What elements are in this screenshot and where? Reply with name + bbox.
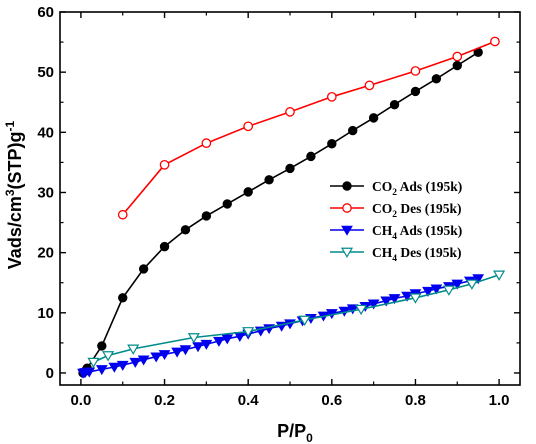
data-point — [87, 357, 100, 369]
data-point — [493, 270, 506, 281]
x-tick-label: 0.8 — [405, 392, 426, 409]
data-point — [490, 36, 500, 47]
data-point — [298, 315, 311, 326]
data-point — [465, 279, 478, 290]
data-point — [442, 285, 455, 296]
data-point — [192, 342, 204, 353]
data-point — [127, 344, 140, 355]
data-point — [200, 339, 213, 350]
legend: CO2 Ads (195k) CO2 Des (195k) CH4 Ads (195… — [330, 179, 462, 264]
y-tick-label: 40 — [37, 124, 54, 141]
x-tick-label: 0.2 — [154, 392, 175, 409]
series-layer — [77, 36, 506, 379]
data-point — [213, 336, 225, 347]
data-point — [117, 209, 128, 220]
legend-label: CH4 Des (195k) — [372, 245, 462, 264]
data-point — [452, 51, 463, 62]
data-point — [242, 327, 255, 338]
data-point — [285, 163, 295, 174]
legend-item: CO2 Ads (195k) — [330, 179, 462, 198]
legend-label: CH4 Ads (195k) — [372, 223, 462, 242]
legend-item: CH4 Ads (195k) — [330, 223, 462, 242]
data-point — [180, 225, 191, 235]
data-point — [159, 159, 170, 170]
data-point — [409, 293, 422, 304]
data-point — [348, 125, 358, 136]
data-point — [430, 284, 443, 295]
data-point — [95, 365, 108, 376]
data-point — [221, 334, 234, 345]
data-point — [150, 352, 163, 363]
legend-marker — [342, 181, 352, 191]
series-line — [82, 51, 479, 374]
y-tick-label: 20 — [37, 245, 54, 262]
data-point — [243, 121, 254, 132]
y-tick-label: 50 — [37, 64, 54, 81]
x-tick-label: 0.0 — [70, 392, 91, 409]
data-point — [472, 274, 485, 285]
data-point — [201, 211, 212, 221]
legend-marker — [341, 225, 353, 236]
legend-label: CO2 Ads (195k) — [372, 179, 462, 198]
legend-label: CO2 Des (195k) — [372, 201, 462, 220]
data-point — [452, 60, 462, 71]
data-point — [367, 299, 380, 310]
data-point — [422, 286, 434, 297]
data-point — [264, 175, 274, 185]
data-point — [380, 296, 393, 307]
data-point — [137, 355, 150, 366]
data-point — [327, 139, 337, 149]
data-point — [306, 151, 316, 162]
data-point — [171, 347, 183, 358]
data-point — [355, 304, 368, 316]
data-point — [138, 264, 149, 274]
series-line — [122, 40, 496, 216]
data-point — [102, 351, 115, 362]
data-point — [388, 294, 401, 305]
data-point — [179, 345, 192, 356]
x-tick-label: 0.4 — [238, 392, 260, 409]
data-point — [401, 291, 413, 302]
series-2 — [77, 274, 485, 379]
x-axis-ticks: 0.0 0.2 0.4 0.6 0.8 1.0 — [70, 12, 510, 409]
x-tick-label: 1.0 — [489, 392, 510, 409]
data-point — [116, 360, 129, 371]
data-point — [83, 367, 96, 378]
y-tick-label: 30 — [37, 184, 54, 201]
data-point — [158, 350, 171, 361]
data-point — [364, 80, 375, 91]
data-point — [346, 304, 359, 315]
data-point — [108, 362, 121, 373]
data-point — [410, 86, 421, 97]
legend-marker — [342, 203, 352, 213]
y-tick-label: 0 — [46, 365, 54, 382]
data-point — [159, 241, 170, 252]
legend-marker — [340, 247, 354, 258]
data-point — [243, 187, 253, 197]
data-point — [326, 91, 337, 102]
data-point — [118, 293, 128, 303]
data-point — [368, 113, 379, 123]
x-tick-label: 0.6 — [321, 392, 342, 409]
legend-item: CH4 Des (195k) — [330, 245, 462, 264]
y-axis-title: Vads/cm3(STP)g-1 — [3, 120, 25, 269]
y-axis-ticks: 0 10 20 30 40 50 60 — [37, 4, 520, 382]
data-point — [187, 333, 200, 344]
data-point — [285, 107, 295, 117]
x-axis-title: P/P0 — [277, 421, 313, 444]
y-tick-label: 10 — [37, 305, 54, 322]
data-point — [201, 138, 212, 149]
data-point — [389, 99, 400, 110]
y-tick-label: 60 — [37, 4, 54, 21]
data-point — [97, 341, 107, 351]
data-point — [410, 66, 421, 76]
series-1 — [117, 36, 500, 220]
data-point — [451, 279, 464, 290]
data-point — [222, 199, 232, 209]
data-point — [431, 74, 442, 84]
series-3 — [87, 270, 506, 369]
data-point — [129, 357, 142, 368]
legend-item: CO2 Des (195k) — [330, 201, 462, 220]
